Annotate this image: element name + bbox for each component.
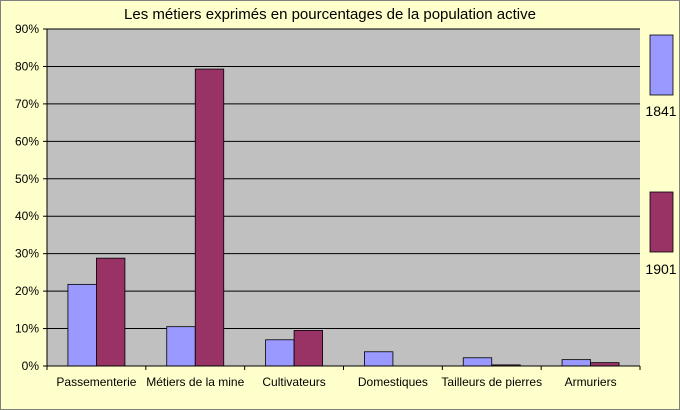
y-tick-label: 10% [15,322,39,336]
legend-swatch [649,191,674,253]
y-tick-label: 50% [15,172,39,186]
y-tick-label: 0% [22,359,40,373]
gridlines [47,28,640,330]
bar [194,68,225,367]
bar [96,257,126,367]
bar [364,351,394,367]
x-tick-label: Passementerie [56,375,136,389]
legend-swatch [649,34,674,96]
y-tick-label: 70% [15,97,39,111]
bar [561,359,591,367]
bar [293,330,323,367]
y-axis-ticks: 0% 10% 20% 30% 40% 50% 60% 70% 80% 90% [15,22,47,373]
y-tick-label: 60% [15,134,39,148]
x-tick-label: Tailleurs de pierres [441,375,542,389]
x-tick-label: Cultivateurs [262,375,325,389]
y-tick-label: 90% [15,22,39,36]
bar [166,326,196,367]
chart-title: Les métiers exprimés en pourcentages de … [124,6,536,23]
x-tick-label: Armuriers [565,375,617,389]
legend-label: 1841 [645,103,676,119]
x-tick-label: Métiers de la mine [146,375,244,389]
x-axis-ticks: Passementerie Métiers de la mine Cultivate… [46,366,641,389]
x-tick-label: Domestiques [358,375,428,389]
bars [67,68,620,367]
legend-label: 1901 [645,261,676,277]
bar [462,357,493,367]
bar [67,283,97,367]
legend: 1841 1901 [644,28,679,368]
bar [265,339,295,367]
y-tick-label: 80% [15,59,39,73]
y-tick-label: 20% [15,284,39,298]
plot-area [47,29,640,366]
y-tick-label: 30% [15,247,39,261]
bar [590,362,620,367]
y-tick-label: 40% [15,209,39,223]
